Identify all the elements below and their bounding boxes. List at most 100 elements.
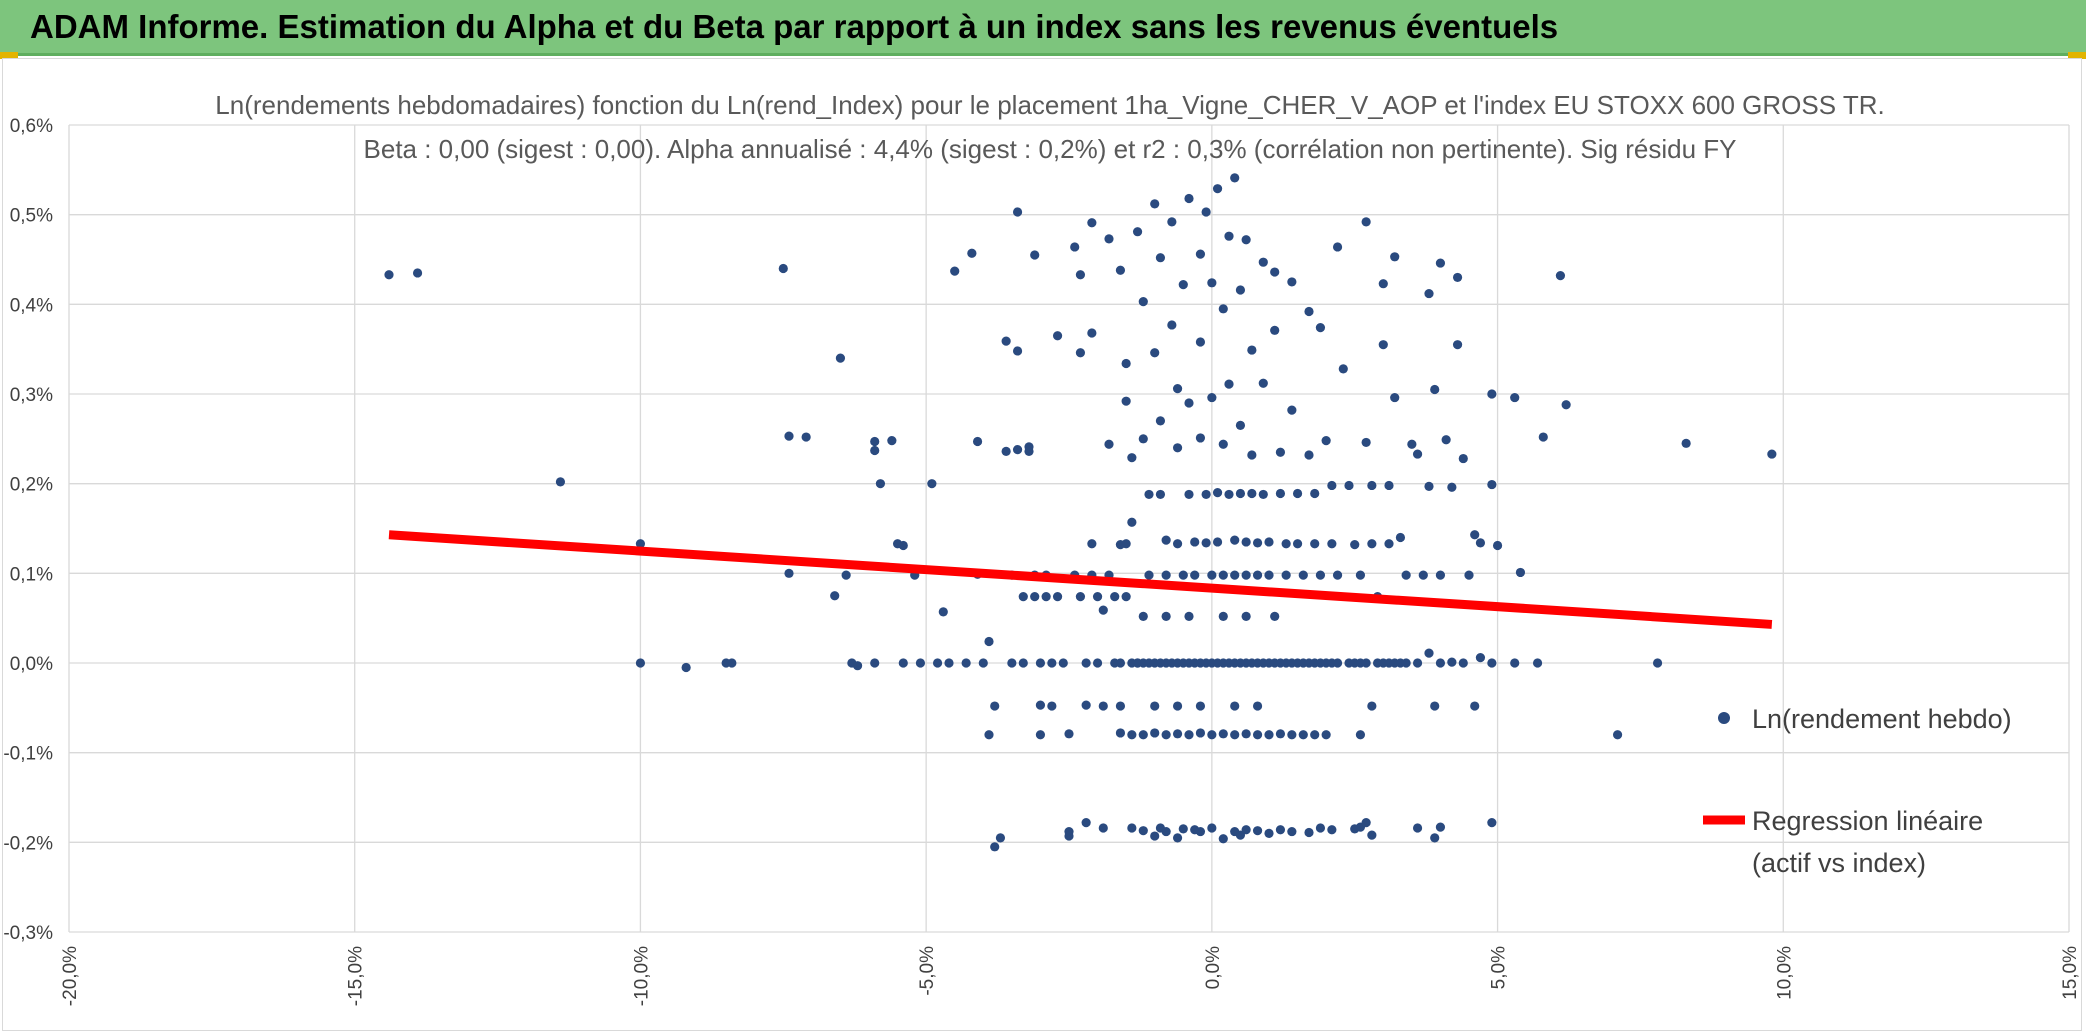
scatter-point (635, 539, 646, 549)
scatter-point (1115, 728, 1126, 738)
scatter-point (1172, 701, 1183, 711)
regression-line-group (388, 530, 1773, 629)
scatter-point (1138, 730, 1148, 740)
y-tick-label: 0,3% (10, 385, 53, 406)
scatter-point (1012, 346, 1023, 356)
scatter-point (1327, 825, 1337, 835)
scatter-point (1001, 446, 1011, 456)
scatter-point (1287, 730, 1297, 740)
scatter-point (898, 540, 908, 551)
scatter-point (1252, 538, 1263, 548)
scatter-point (1167, 320, 1177, 330)
scatter-point (1247, 450, 1257, 460)
scatter-point (1515, 567, 1526, 578)
scatter-point (1287, 405, 1297, 415)
scatter-point (1218, 439, 1228, 449)
scatter-point (1195, 826, 1206, 837)
y-tick-label: -0,2% (3, 833, 53, 854)
scatter-point (1047, 658, 1057, 668)
scatter-point (1458, 658, 1468, 668)
scatter-point (1030, 250, 1040, 260)
scatter-point (870, 658, 880, 668)
scatter-point (1195, 728, 1206, 738)
scatter-point (1395, 532, 1406, 543)
scatter-point (1275, 488, 1286, 499)
legend: Ln(rendement hebdo) Regression linéaire … (1703, 704, 2012, 878)
scatter-point (1195, 701, 1206, 711)
scatter-point (1064, 729, 1074, 739)
scatter-point (778, 263, 788, 274)
y-tick-label: -0,1% (3, 744, 53, 765)
scatter-point (1407, 439, 1417, 449)
scatter-point (1378, 340, 1388, 350)
x-tick-label: 0,0% (1203, 946, 1224, 989)
scatter-point (984, 730, 994, 740)
scatter-point (1104, 439, 1114, 449)
scatter-point (898, 658, 908, 668)
scatter-point (1127, 730, 1137, 740)
scatter-point (1435, 570, 1446, 580)
scatter-point (1384, 480, 1394, 491)
scatter-point (995, 833, 1006, 843)
scatter-point (1212, 184, 1223, 194)
scatter-point (1378, 279, 1388, 289)
scatter-point (1384, 539, 1394, 549)
scatter-point (1470, 701, 1480, 711)
scatter-point (1092, 592, 1103, 602)
scatter-point (1492, 540, 1503, 551)
scatter-point (1470, 530, 1480, 540)
scatter-point (1092, 658, 1103, 668)
scatter-point (1270, 325, 1280, 335)
scatter-point (1447, 482, 1457, 492)
scatter-point (1390, 392, 1400, 403)
scatter-point (1127, 823, 1137, 833)
scatter-point (1018, 592, 1028, 602)
report-title: ADAM Informe. Estimation du Alpha et du … (30, 8, 1559, 45)
scatter-point (1304, 306, 1314, 317)
scatter-point (1475, 538, 1486, 548)
scatter-point (1315, 570, 1326, 580)
scatter-point (1178, 824, 1188, 834)
scatter-point (1510, 658, 1520, 668)
scatter-point (1652, 658, 1663, 668)
scatter-point (841, 570, 851, 580)
y-tick-label: 0,2% (10, 475, 53, 496)
scatter-point (1052, 592, 1063, 602)
scatter-point (1150, 199, 1160, 209)
y-tick-label: 0,6% (10, 116, 53, 137)
legend-label-regression: Regression linéaire (actif vs index) (1752, 806, 1991, 878)
scatter-point (1052, 331, 1063, 341)
scatter-point (1298, 570, 1308, 580)
scatter-point (1332, 658, 1343, 668)
scatter-point (1035, 730, 1046, 740)
x-tick-label: -5,0% (917, 946, 938, 996)
scatter-point (1167, 217, 1177, 227)
scatter-point (1252, 730, 1263, 740)
scatter-point (1230, 701, 1240, 711)
scatter-point (1230, 570, 1240, 580)
scatter-point (1464, 570, 1474, 580)
legend-label-scatter: Ln(rendement hebdo) (1752, 704, 2012, 734)
scatter-point (944, 658, 954, 668)
scatter-point (1184, 398, 1194, 408)
scatter-point (835, 353, 846, 363)
scatter-point (1361, 437, 1371, 448)
scatter-point (1184, 489, 1194, 500)
scatter-point (1115, 265, 1126, 275)
scatter-point (1235, 285, 1246, 295)
scatter-point (1270, 611, 1280, 621)
scatter-point (1127, 453, 1137, 463)
scatter-point (950, 266, 960, 276)
scatter-point (1110, 592, 1120, 602)
scatter-point (1287, 826, 1297, 837)
scatter-point (1012, 207, 1023, 217)
scatter-point (1424, 481, 1434, 491)
scatter-point (1447, 657, 1457, 667)
scatter-point (1538, 432, 1548, 442)
scatter-point (1075, 592, 1086, 602)
scatter-point (1161, 570, 1171, 580)
scatter-point (1150, 701, 1160, 711)
scatter-point (801, 432, 811, 442)
scatter-point (1212, 537, 1223, 547)
